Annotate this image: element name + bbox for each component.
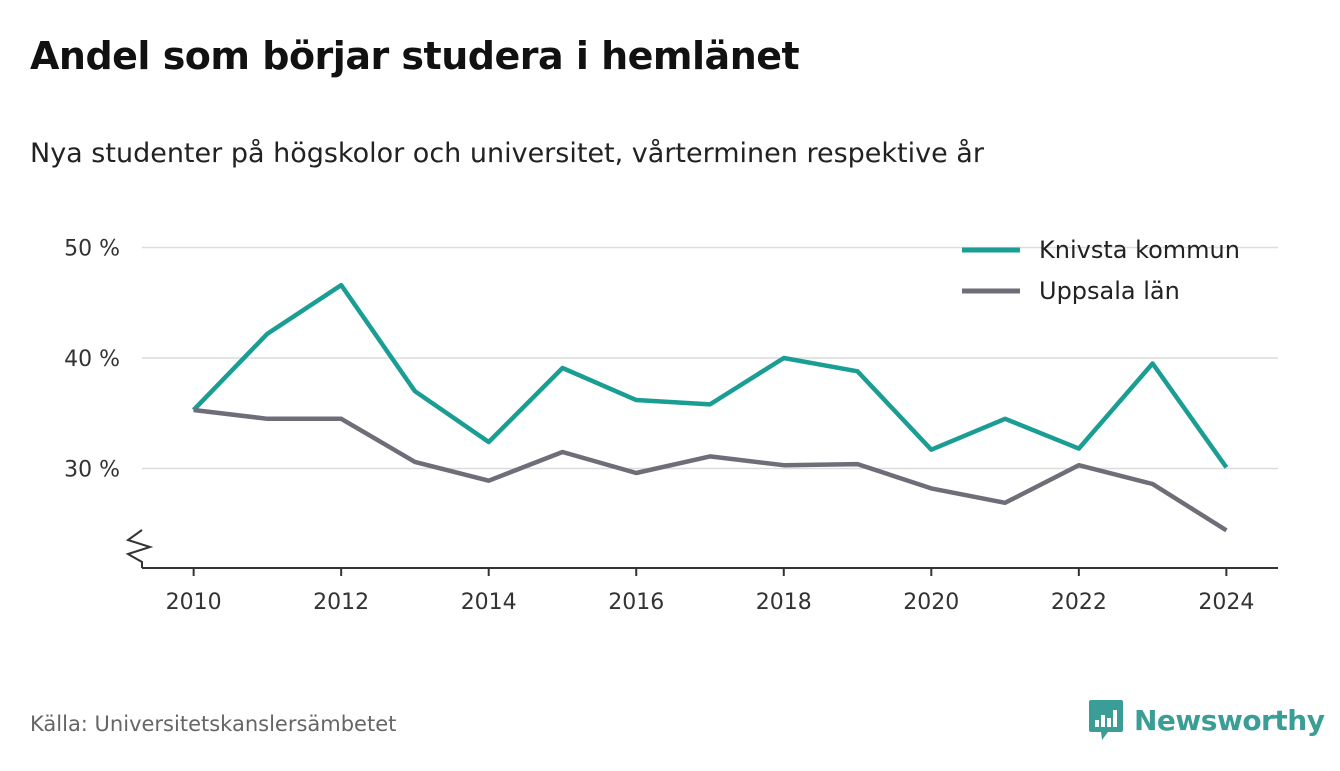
brand-logo: Newsworthy [1088,698,1325,742]
legend-label: Knivsta kommun [1039,236,1240,264]
y-axis: 30 % 40 % 50 % [64,237,154,568]
x-tick-label: 2018 [756,590,812,615]
legend: Knivsta kommun Uppsala län [962,236,1240,305]
chart-title: Andel som börjar studera i hemlänet [30,34,800,78]
brand-name: Newsworthy [1134,703,1325,737]
source-note: Källa: Universitetskanslersämbetet [30,712,397,736]
y-tick-label: 40 % [64,347,120,372]
series-line-knivsta [191,282,1229,469]
y-tick-label: 30 % [64,458,120,483]
x-tick-label: 2022 [1051,590,1107,615]
y-tick-label: 50 % [64,237,120,262]
x-tick-label: 2010 [166,590,222,615]
x-axis: 2010 2012 2014 2016 2018 2020 2022 2024 [142,567,1278,615]
x-tick-label: 2012 [313,590,369,615]
legend-label: Uppsala län [1039,277,1180,305]
x-tick-label: 2020 [903,590,959,615]
y-axis-break-icon [125,529,154,568]
series-line-uppsala [193,407,1228,533]
x-tick-label: 2014 [461,590,517,615]
x-tick-label: 2016 [608,590,664,615]
line-chart: 30 % 40 % 50 % 2010 2012 2014 2016 2018 2020 202… [64,236,1278,615]
chart-subtitle: Nya studenter på högskolor och universit… [30,138,984,169]
x-tick-label: 2024 [1198,590,1254,615]
series-lines [191,282,1229,533]
newsworthy-logo-icon [1089,700,1123,740]
